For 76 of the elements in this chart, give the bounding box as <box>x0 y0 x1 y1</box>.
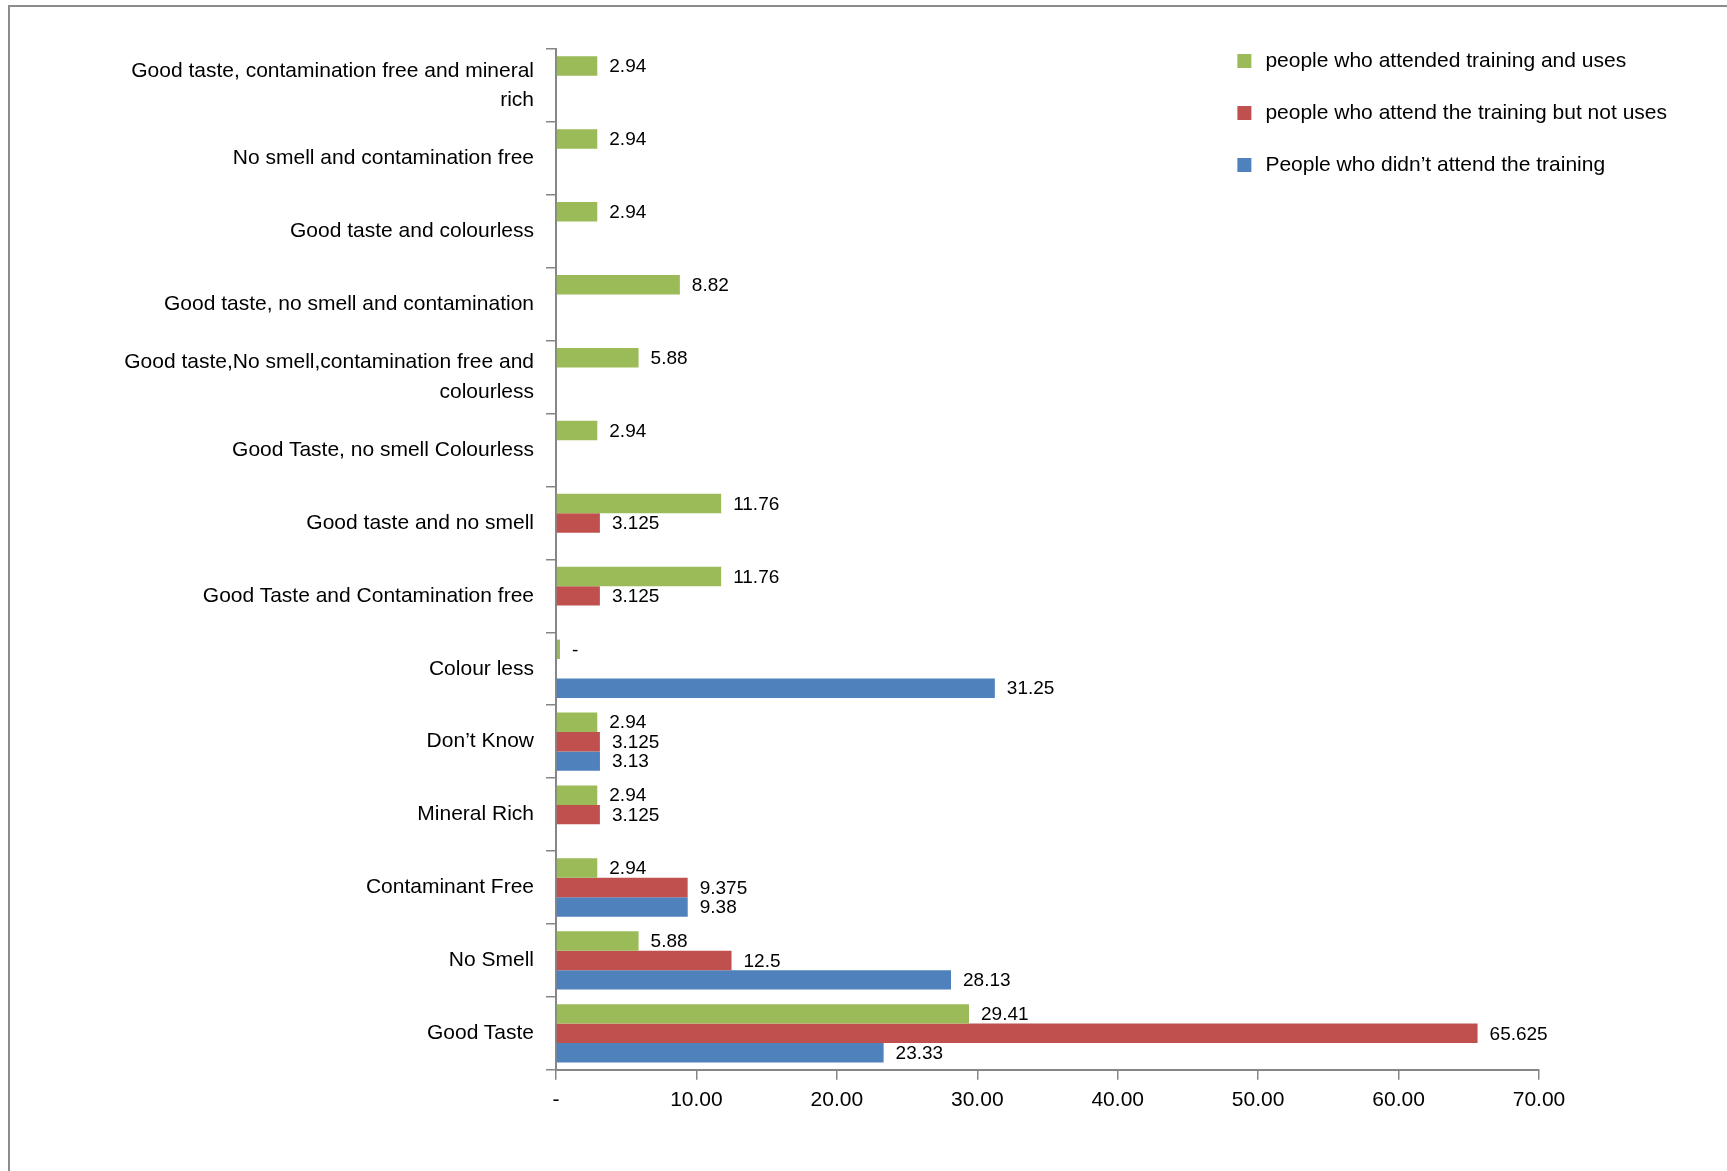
bar <box>556 950 732 971</box>
bar <box>556 129 598 149</box>
y-tick-label: No smell and contamination free <box>232 145 534 169</box>
x-tick-label: 40.00 <box>1091 1087 1144 1111</box>
y-tick-label: Good Taste, no smell Colourless <box>232 436 534 460</box>
bar <box>556 897 688 917</box>
data-label: 65.625 <box>1489 1022 1548 1044</box>
data-label: 3.125 <box>611 730 660 752</box>
x-tick-label: 30.00 <box>951 1087 1004 1111</box>
bar <box>556 566 722 587</box>
bar <box>556 931 639 951</box>
data-label: 3.125 <box>611 803 660 825</box>
data-label: 2.94 <box>609 201 647 223</box>
y-tick-label: Contaminant Free <box>365 874 534 898</box>
bar <box>556 513 600 533</box>
bar <box>556 1023 1478 1044</box>
y-tick-label: Don’t Know <box>426 728 535 752</box>
bar <box>556 751 600 771</box>
bar <box>556 731 600 752</box>
bar <box>556 804 600 825</box>
data-label: 2.94 <box>609 857 647 879</box>
bar <box>556 1043 884 1063</box>
bar <box>556 420 598 441</box>
y-tick-label: No Smell <box>448 947 534 971</box>
bar <box>556 678 995 698</box>
data-label: 28.13 <box>963 969 1011 991</box>
data-label: 3.125 <box>611 512 660 534</box>
bar <box>556 970 952 990</box>
y-tick-label: Good taste, contamination free and mineral rich <box>131 57 534 110</box>
data-label: 2.94 <box>609 128 647 150</box>
bar <box>556 785 598 805</box>
data-label: 29.41 <box>981 1003 1029 1025</box>
data-label: 5.88 <box>650 930 688 952</box>
y-tick-label: Good taste and colourless <box>290 218 534 242</box>
bar <box>556 493 722 514</box>
data-label: 3.125 <box>611 585 660 607</box>
bar <box>556 275 680 295</box>
legend-label: people who attend the training but not uses <box>1265 99 1667 123</box>
data-label: 11.76 <box>733 492 780 514</box>
data-label: - <box>572 638 579 660</box>
data-label: 9.38 <box>699 896 737 918</box>
bar <box>556 202 598 222</box>
y-tick-label: Mineral Rich <box>417 801 534 825</box>
y-tick-label: Colour less <box>428 655 534 679</box>
bar <box>556 712 598 732</box>
data-label: 5.88 <box>650 346 688 368</box>
data-label: 11.76 <box>733 565 780 587</box>
x-tick-label: - <box>552 1087 560 1111</box>
data-label: 3.13 <box>611 750 649 772</box>
data-label: 2.94 <box>609 419 647 441</box>
x-tick-label: 50.00 <box>1231 1087 1285 1111</box>
y-tick-label: Good Taste <box>426 1020 534 1044</box>
legend-label: people who attended training and uses <box>1265 47 1627 71</box>
x-tick-label: 10.00 <box>670 1087 723 1111</box>
y-tick-label: Good taste, no smell and contamination <box>163 291 534 314</box>
data-label: 2.94 <box>609 55 647 77</box>
bar <box>556 858 598 878</box>
bar <box>556 1004 969 1024</box>
data-label: 8.82 <box>691 273 729 295</box>
data-label: 2.94 <box>609 784 647 806</box>
bar <box>556 56 598 76</box>
bar <box>556 586 600 606</box>
data-label: 23.33 <box>895 1042 944 1064</box>
legend-label: People who didn’t attend the training <box>1265 151 1606 175</box>
y-tick-label: Good Taste and Contamination free <box>202 582 534 606</box>
y-tick-label: Good taste and no smell <box>306 509 534 533</box>
x-tick-label: 70.00 <box>1512 1087 1566 1111</box>
x-tick-label: 20.00 <box>810 1087 864 1111</box>
data-label: 12.5 <box>743 949 781 971</box>
data-label: 2.94 <box>609 711 647 733</box>
data-label: 9.375 <box>699 876 748 898</box>
data-label: 31.25 <box>1006 677 1055 699</box>
bar <box>556 877 688 898</box>
x-tick-label: 60.00 <box>1372 1087 1425 1111</box>
y-tick-label: Good taste,No smell,contamination free and colourless <box>124 349 534 402</box>
bar <box>556 347 639 368</box>
